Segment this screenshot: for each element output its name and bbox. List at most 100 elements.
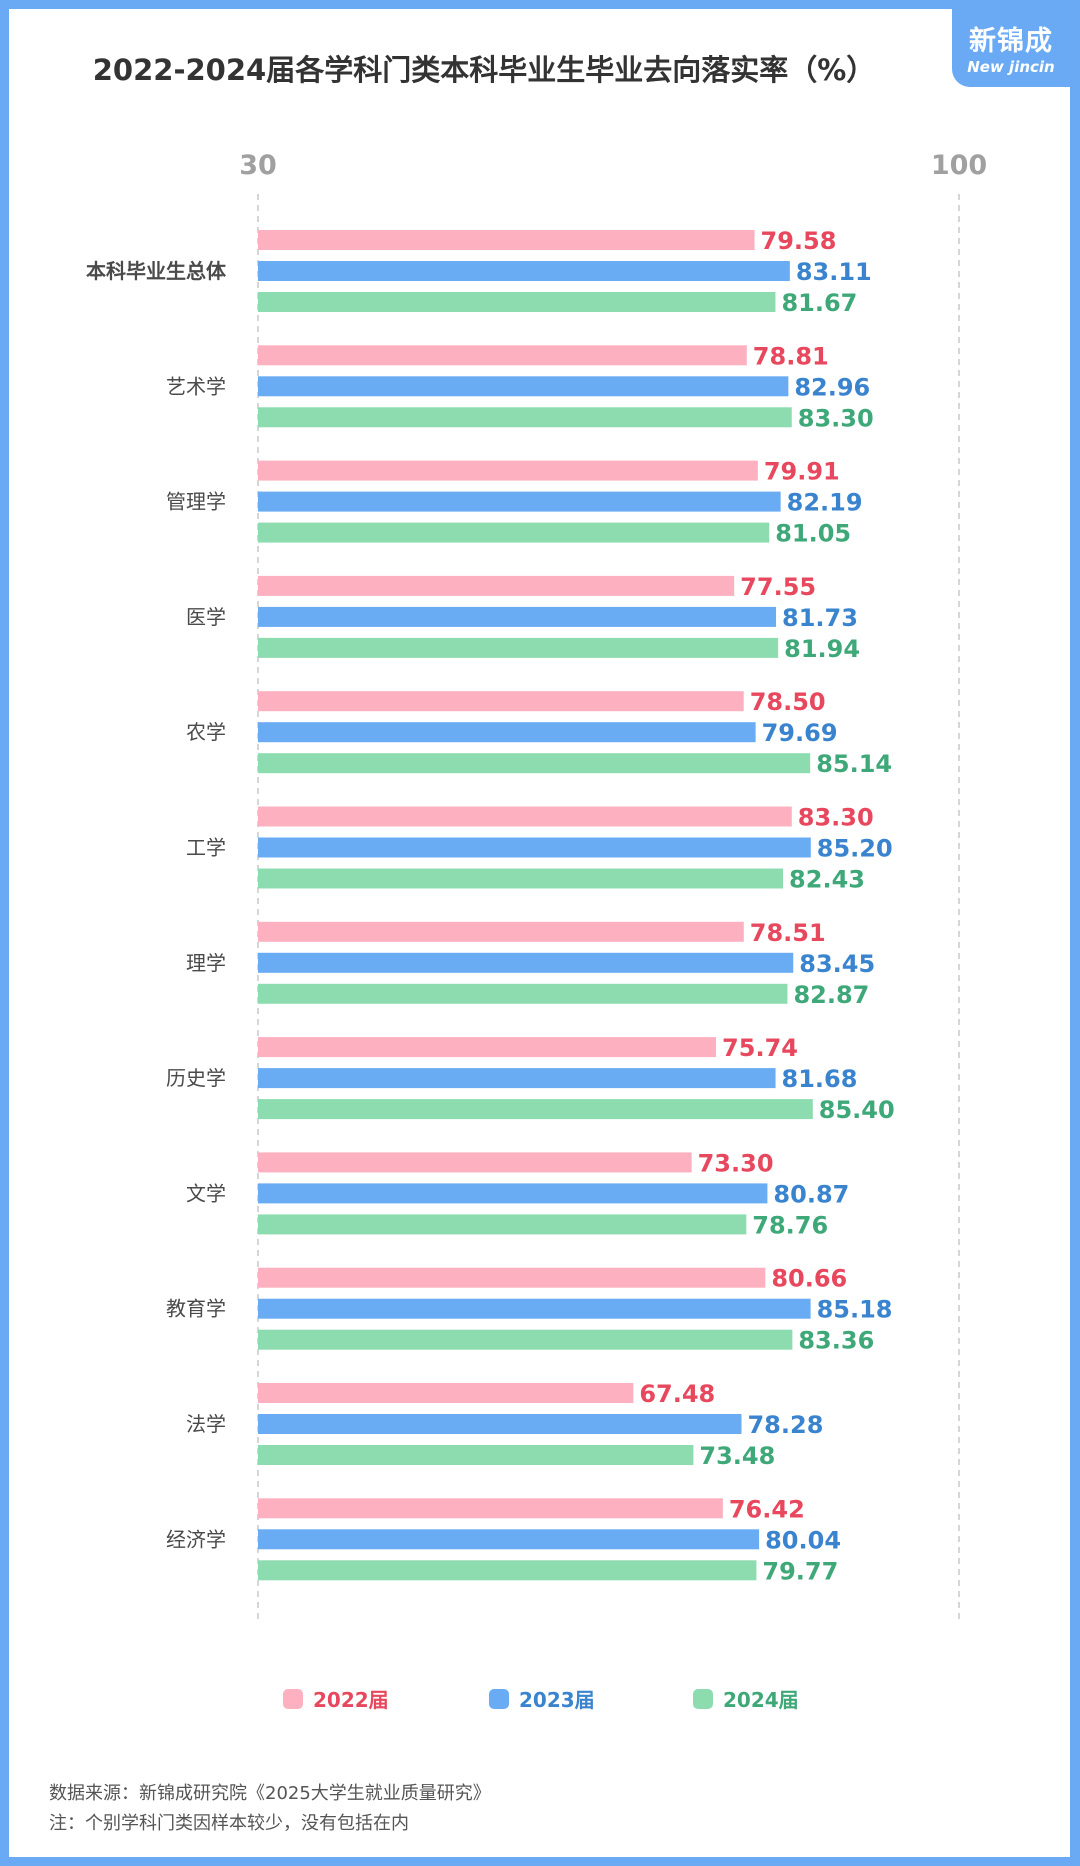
bar-2023届 bbox=[258, 722, 756, 743]
x-tick-label-100: 100 bbox=[931, 150, 987, 181]
legend-swatch-2023 bbox=[489, 1688, 509, 1709]
bar-2022届 bbox=[258, 230, 755, 250]
value-label-2022届: 78.51 bbox=[750, 919, 826, 947]
category-label: 医学 bbox=[186, 605, 226, 629]
legend: 2022届 2023届 2024届 bbox=[9, 1684, 1070, 1724]
bar-2022届 bbox=[258, 806, 792, 827]
bar-2023届 bbox=[258, 1298, 811, 1319]
legend-label-2022: 2022届 bbox=[313, 1688, 389, 1712]
x-tick-label-30: 30 bbox=[239, 150, 277, 181]
bar-2024届 bbox=[258, 1329, 793, 1350]
value-label-2023届: 78.28 bbox=[747, 1411, 823, 1439]
bar-2024届 bbox=[258, 292, 776, 312]
footer: 数据来源：新锦成研究院《2025大学生就业质量研究》 注：个别学科门类因样本较少… bbox=[49, 1779, 491, 1839]
chart-title: 2022-2024届各学科门类本科毕业生毕业去向落实率（%） bbox=[92, 53, 876, 87]
value-label-2022届: 75.74 bbox=[722, 1034, 798, 1062]
category-label: 教育学 bbox=[166, 1297, 226, 1321]
category-label: 农学 bbox=[186, 720, 226, 744]
value-label-2023届: 81.73 bbox=[782, 604, 858, 632]
bar-2024届 bbox=[258, 868, 784, 889]
value-label-2024届: 81.67 bbox=[781, 289, 857, 317]
source-note: 数据来源：新锦成研究院《2025大学生就业质量研究》 bbox=[49, 1783, 491, 1804]
category-label: 理学 bbox=[186, 951, 226, 975]
category-label: 文学 bbox=[186, 1181, 226, 1205]
brand-logo: 新锦成 New jincin bbox=[952, 9, 1070, 87]
bar-2022届 bbox=[258, 1267, 766, 1288]
value-label-2022届: 78.50 bbox=[750, 688, 826, 716]
value-label-2022届: 78.81 bbox=[753, 342, 829, 370]
bar-2022届 bbox=[258, 1498, 723, 1519]
legend-item-2022: 2022届 bbox=[283, 1684, 389, 1713]
category-label: 历史学 bbox=[166, 1066, 226, 1090]
bar-2022届 bbox=[258, 921, 744, 942]
bar-2023届 bbox=[258, 376, 789, 397]
value-label-2024届: 85.40 bbox=[819, 1096, 895, 1124]
value-label-2023届: 80.04 bbox=[765, 1526, 841, 1554]
bar-2024届 bbox=[258, 983, 788, 1004]
sample-note: 注：个别学科门类因样本较少，没有包括在内 bbox=[49, 1813, 409, 1834]
value-label-2022届: 83.30 bbox=[798, 804, 874, 832]
bar-2022届 bbox=[258, 460, 758, 481]
value-label-2024届: 82.87 bbox=[793, 981, 869, 1009]
value-label-2023届: 85.18 bbox=[817, 1296, 893, 1324]
bar-2022届 bbox=[258, 691, 744, 712]
bar-2024届 bbox=[258, 1099, 813, 1120]
value-label-2024届: 73.48 bbox=[699, 1442, 775, 1470]
bar-2022届 bbox=[258, 1383, 634, 1403]
value-label-2022届: 73.30 bbox=[698, 1149, 774, 1177]
value-label-2023届: 81.68 bbox=[782, 1065, 858, 1093]
chart-card: 2022-2024届各学科门类本科毕业生毕业去向落实率（%） 新锦成 New j… bbox=[9, 9, 1070, 1857]
value-label-2022届: 80.66 bbox=[771, 1265, 847, 1293]
category-label: 管理学 bbox=[166, 490, 226, 514]
bar-2023届 bbox=[258, 1414, 742, 1434]
bar-2024届 bbox=[258, 522, 770, 543]
value-label-2022届: 67.48 bbox=[639, 1380, 715, 1408]
value-label-2023届: 83.11 bbox=[796, 258, 872, 286]
value-label-2022届: 77.55 bbox=[740, 573, 816, 601]
category-label: 工学 bbox=[186, 836, 226, 860]
legend-label-2024: 2024届 bbox=[723, 1688, 799, 1712]
bar-2024届 bbox=[258, 1445, 694, 1465]
bar-2022届 bbox=[258, 345, 747, 366]
legend-swatch-2022 bbox=[283, 1688, 303, 1709]
brand-logo-cn: 新锦成 bbox=[969, 26, 1053, 57]
value-label-2023届: 79.69 bbox=[762, 719, 838, 747]
value-label-2023届: 82.96 bbox=[794, 373, 870, 401]
category-label: 本科毕业生总体 bbox=[86, 259, 227, 283]
bar-2024届 bbox=[258, 407, 792, 428]
value-label-2022届: 79.58 bbox=[761, 227, 837, 255]
category-label: 艺术学 bbox=[166, 374, 226, 398]
value-label-2024届: 82.43 bbox=[789, 866, 865, 894]
bar-2023届 bbox=[258, 1183, 768, 1204]
bar-2024届 bbox=[258, 637, 779, 658]
legend-item-2023: 2023届 bbox=[489, 1684, 595, 1713]
value-label-2022届: 76.42 bbox=[729, 1495, 805, 1523]
value-label-2024届: 78.76 bbox=[752, 1211, 828, 1239]
bar-chart: 30 100 本科毕业生总体 79.58 83.11 81.67 艺术学 78.81 82.96… bbox=[86, 150, 987, 1619]
value-label-2024届: 85.14 bbox=[816, 750, 892, 778]
bar-2022届 bbox=[258, 575, 735, 596]
value-label-2023届: 80.87 bbox=[773, 1180, 849, 1208]
brand-logo-en: New jincin bbox=[967, 58, 1055, 76]
category-label: 经济学 bbox=[166, 1527, 226, 1551]
bar-2024届 bbox=[258, 753, 811, 774]
value-label-2023届: 82.19 bbox=[787, 489, 863, 517]
bar-2023届 bbox=[258, 952, 794, 973]
value-label-2022届: 79.91 bbox=[764, 458, 840, 486]
bar-2023届 bbox=[258, 606, 777, 627]
category-label: 法学 bbox=[186, 1412, 226, 1436]
legend-label-2023: 2023届 bbox=[519, 1688, 595, 1712]
value-label-2024届: 79.77 bbox=[762, 1557, 838, 1585]
value-label-2023届: 83.45 bbox=[799, 950, 875, 978]
legend-item-2024: 2024届 bbox=[693, 1684, 799, 1713]
bar-2024届 bbox=[258, 1560, 757, 1581]
value-label-2024届: 81.05 bbox=[775, 520, 851, 548]
value-label-2024届: 83.36 bbox=[798, 1327, 874, 1355]
bar-2023届 bbox=[258, 837, 811, 858]
bar-2023届 bbox=[258, 491, 781, 512]
value-label-2024届: 83.30 bbox=[798, 404, 874, 432]
bar-2022届 bbox=[258, 1152, 692, 1173]
bar-2023届 bbox=[258, 261, 790, 281]
bar-2023届 bbox=[258, 1068, 776, 1089]
bar-2024届 bbox=[258, 1214, 747, 1235]
